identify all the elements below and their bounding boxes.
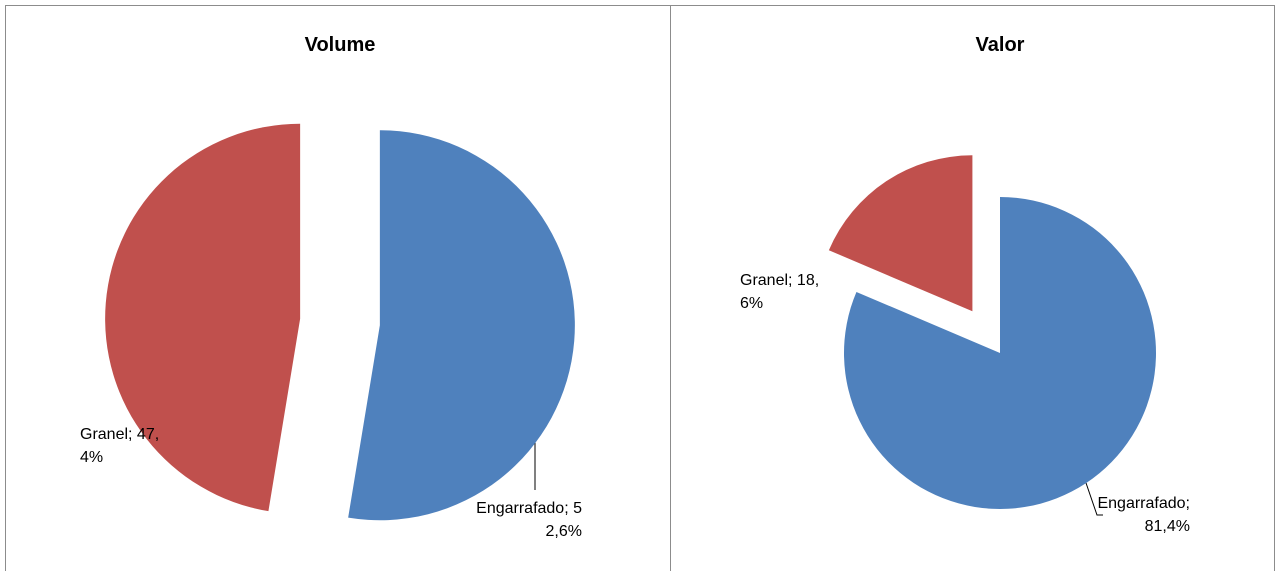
chart-title: Volume [304, 34, 376, 56]
pie-slice [844, 197, 1156, 509]
pie-slice [348, 130, 575, 521]
pie-slice [105, 123, 301, 512]
data-label: Engarrafado; 81,4% [1097, 495, 1190, 535]
data-label: Granel; 18,6% [740, 272, 820, 312]
panel-border [670, 5, 1275, 571]
data-label: Granel; 47,4% [80, 426, 160, 466]
pie-slice [828, 155, 973, 312]
chart-title: Valor [975, 34, 1025, 56]
data-label: Engarrafado; 52,6% [476, 500, 582, 540]
leader-line [1084, 479, 1103, 516]
